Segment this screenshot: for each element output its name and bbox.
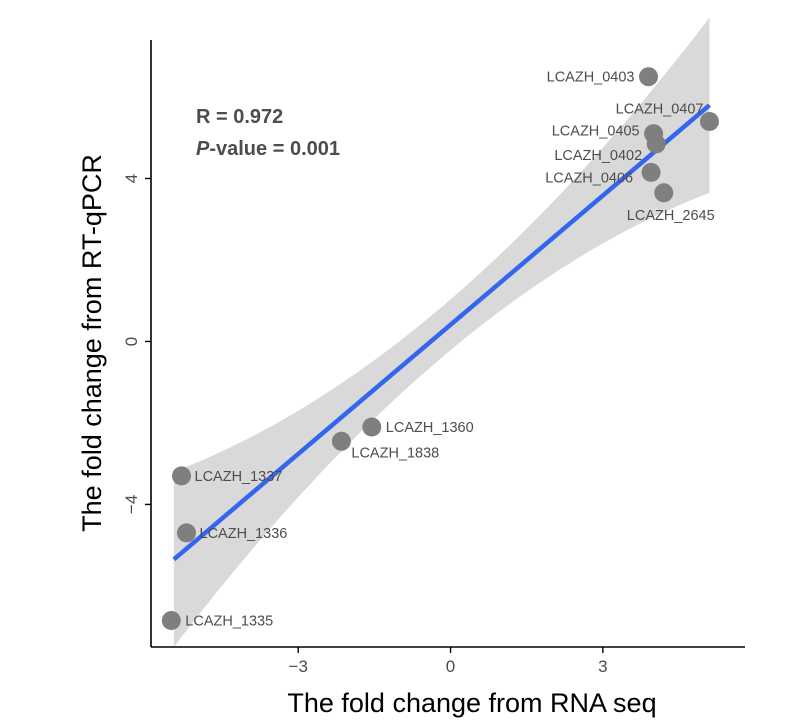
correlation-annotation: R = 0.972	[196, 106, 283, 128]
data-point-lcazh-1838	[331, 431, 351, 451]
point-label-lcazh-1360: LCAZH_1360	[386, 420, 474, 436]
y-tick-label: 4	[122, 174, 141, 183]
data-point-lcazh-0407	[700, 112, 719, 131]
x-tick-label: 0	[446, 657, 455, 676]
data-point-lcazh-1336	[177, 523, 196, 543]
axes-layer: −3 0 3 −4 0 4	[122, 40, 745, 676]
data-point-lcazh-0406	[641, 162, 661, 182]
x-tick-label: −3	[289, 657, 308, 676]
y-tick-label: −4	[122, 495, 141, 514]
point-label-lcazh-0405: LCAZH_0405	[552, 124, 640, 140]
data-point-lcazh-2645	[654, 183, 674, 203]
data-point-lcazh-1335	[161, 611, 181, 630]
regression-line	[172, 103, 711, 562]
point-label-lcazh-0407: LCAZH_0407	[616, 102, 704, 118]
y-tick-label: 0	[122, 337, 141, 346]
data-points-layer	[161, 67, 719, 630]
point-label-lcazh-0403: LCAZH_0403	[547, 70, 635, 86]
y-axis-title: The fold change from RT-qPCR	[77, 154, 107, 532]
data-point-lcazh-0403	[639, 67, 658, 87]
point-label-lcazh-1335: LCAZH_1335	[185, 614, 273, 630]
point-label-lcazh-0402: LCAZH_0402	[554, 148, 642, 164]
point-label-lcazh-0406: LCAZH_0406	[545, 170, 633, 186]
data-point-lcazh-0402	[646, 134, 666, 154]
x-axis-title: The fold change from RNA seq	[287, 688, 656, 718]
point-label-lcazh-1337: LCAZH_1337	[195, 469, 283, 485]
data-point-lcazh-1360	[362, 417, 382, 437]
point-label-lcazh-1838: LCAZH_1838	[351, 445, 439, 461]
p-value-annotation: P-value = 0.001	[196, 138, 340, 160]
point-label-lcazh-2645: LCAZH_2645	[627, 208, 715, 224]
point-label-lcazh-1336: LCAZH_1336	[200, 526, 288, 542]
point-labels-layer: LCAZH_0403 LCAZH_0407 LCAZH_0405 LCAZH_0402…	[185, 70, 714, 630]
fit-line-layer	[172, 103, 711, 562]
x-tick-label: 3	[598, 657, 607, 676]
p-value-rest: -value = 0.001	[209, 138, 340, 160]
p-value-italic-letter: P	[196, 138, 210, 160]
data-point-lcazh-1337	[172, 466, 191, 486]
